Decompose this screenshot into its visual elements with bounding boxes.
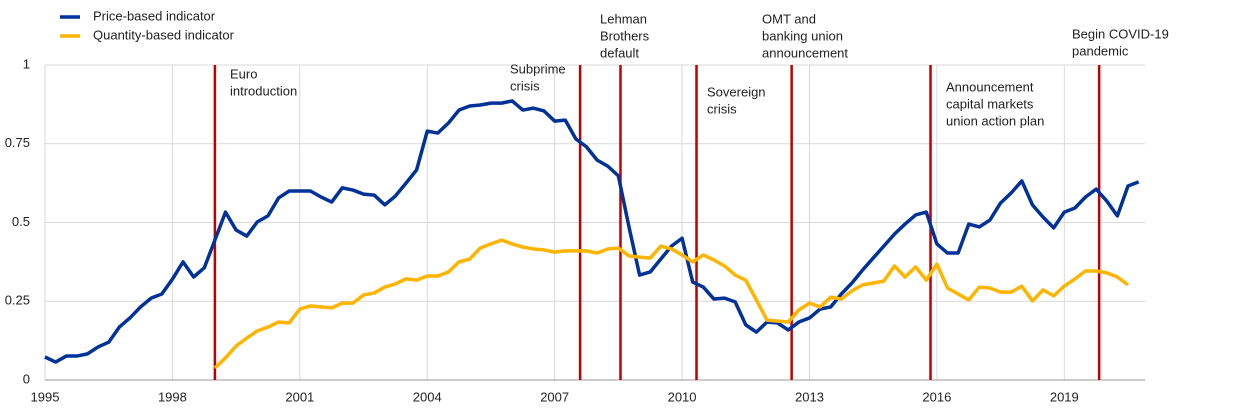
event-label: announcement [762, 45, 848, 60]
event-label: Announcement [946, 79, 1034, 94]
event-label: banking union [762, 28, 843, 43]
x-tick-label: 2016 [922, 389, 951, 404]
event-label: Lehman [600, 11, 647, 26]
event-label: crisis [510, 78, 540, 93]
event-label: introduction [230, 83, 297, 98]
x-tick-label: 1995 [31, 389, 60, 404]
event-label: Sovereign [707, 84, 766, 99]
event-label: default [600, 45, 639, 60]
event-label: Begin COVID-19 [1072, 26, 1169, 41]
event-label: crisis [707, 101, 737, 116]
event-label: union action plan [946, 113, 1044, 128]
y-tick-label: 0 [23, 371, 30, 386]
event-label: pandemic [1072, 43, 1129, 58]
y-tick-label: 0.75 [5, 135, 30, 150]
y-tick-label: 0.25 [5, 293, 30, 308]
legend-label: Price-based indicator [93, 8, 216, 23]
x-tick-label: 2007 [540, 389, 569, 404]
event-label: capital markets [946, 96, 1034, 111]
y-tick-label: 1 [23, 56, 30, 71]
x-tick-label: 2004 [413, 389, 442, 404]
event-label: Brothers [600, 28, 650, 43]
y-tick-label: 0.5 [12, 214, 30, 229]
series-line [44, 99, 1140, 364]
x-tick-label: 2010 [668, 389, 697, 404]
series-line [213, 238, 1130, 370]
event-label: OMT and [762, 11, 816, 26]
x-tick-label: 2019 [1050, 389, 1079, 404]
event-label: Subprime [510, 61, 566, 76]
x-tick-label: 1998 [158, 389, 187, 404]
x-tick-label: 2001 [285, 389, 314, 404]
legend-label: Quantity-based indicator [93, 27, 235, 42]
event-label: Euro [230, 66, 257, 81]
x-tick-label: 2013 [795, 389, 824, 404]
